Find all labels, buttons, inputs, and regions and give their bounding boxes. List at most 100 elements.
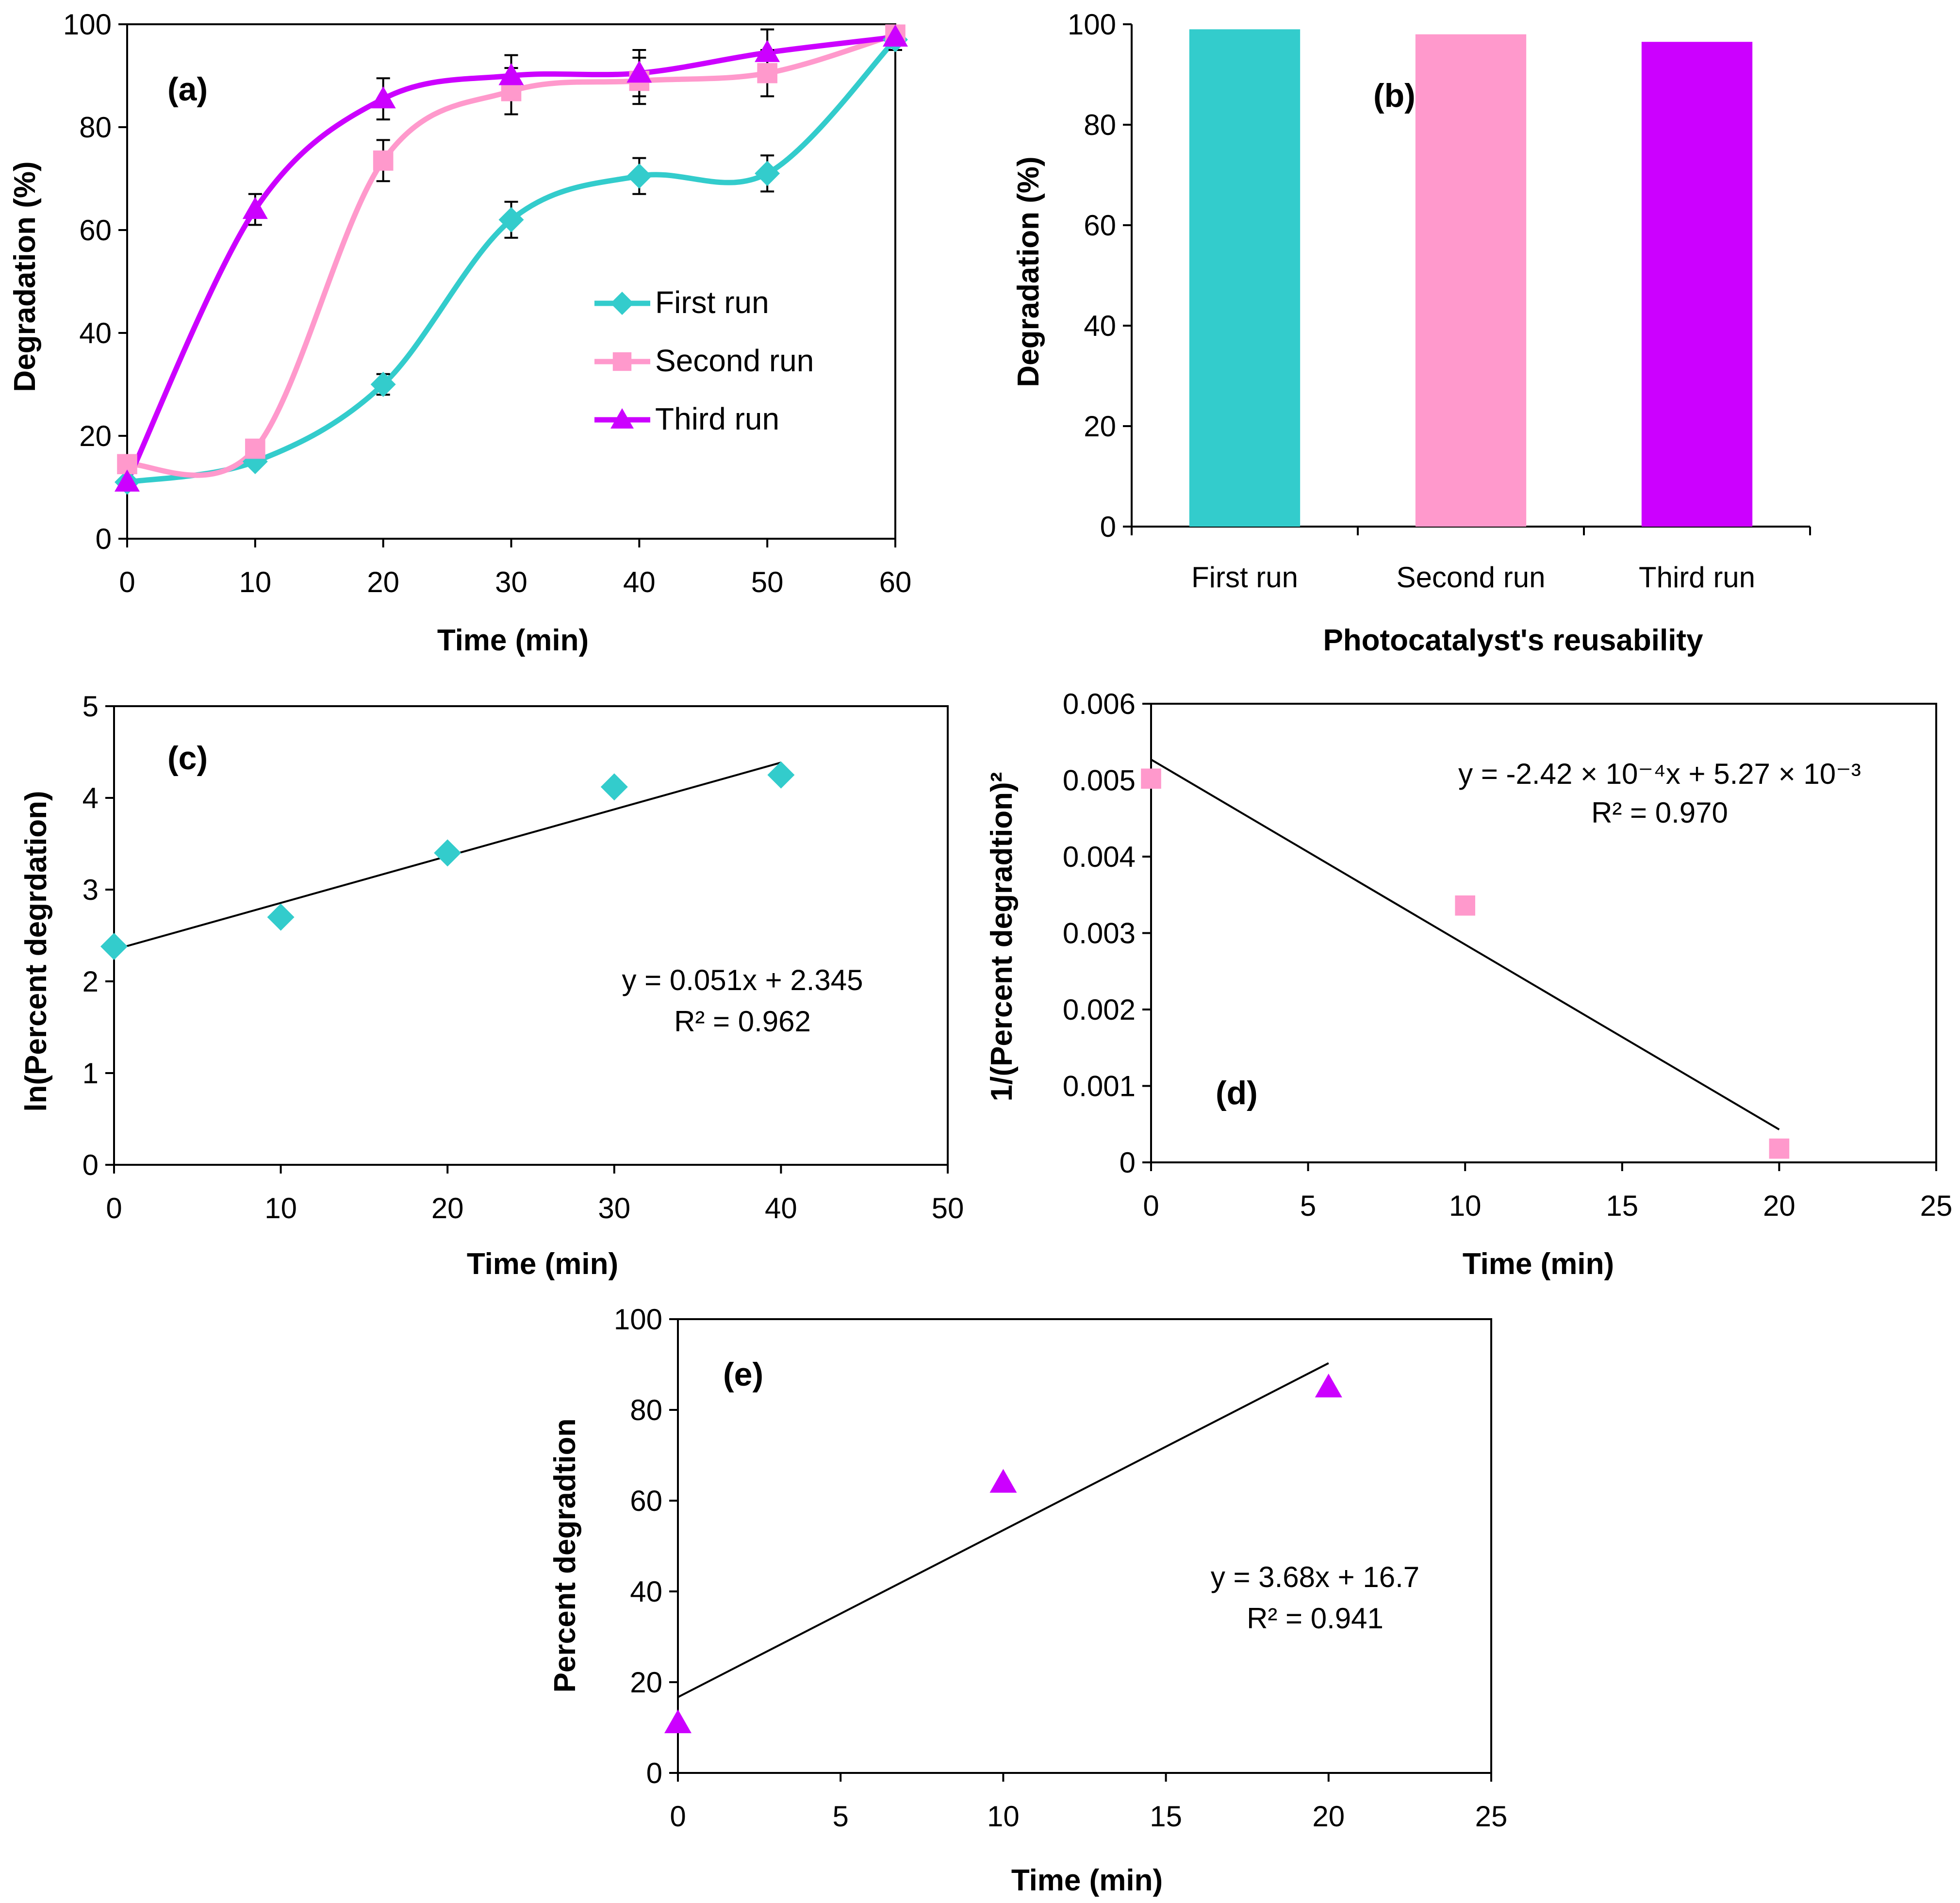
legend-second-run: Second run (655, 343, 814, 378)
panel-b-ytick-label: 60 (1084, 209, 1116, 242)
panel-d-fit-line (1150, 759, 1780, 1130)
panel-e-xtick-label: 20 (1312, 1800, 1345, 1833)
panel-e-xtick-label: 25 (1475, 1800, 1508, 1833)
panel-c-ytick-label: 4 (82, 782, 99, 814)
panel-c-xtick-label: 40 (765, 1192, 797, 1225)
panel-d: (d) Time (min) 1/(Percent degradtion)² y… (985, 688, 1952, 1281)
panel-e-equation: y = 3.68x + 16.7 (1211, 1561, 1419, 1593)
panel-c-point (267, 903, 295, 931)
panel-b-ytick-label: 100 (1068, 8, 1116, 41)
series-2-point (373, 150, 394, 171)
panel-d-label: (d) (1216, 1075, 1258, 1111)
panel-a-xtick-label: 60 (879, 566, 912, 598)
panel-a-xtick-label: 30 (495, 566, 527, 598)
panel-b-ytick-label: 40 (1084, 310, 1116, 342)
panel-a-xtick-label: 50 (751, 566, 784, 598)
panel-d-xtick-label: 20 (1763, 1190, 1795, 1222)
series-3-point (242, 197, 268, 219)
legend-3-marker (610, 408, 634, 429)
panel-d-xtick-label: 5 (1300, 1190, 1316, 1222)
panel-c-plot-frame (113, 705, 949, 1166)
panel-d-xtick-label: 25 (1920, 1190, 1953, 1222)
panel-d-ytick-label: 0.006 (1063, 688, 1136, 720)
series-2-point (245, 438, 265, 459)
panel-e-point (989, 1469, 1017, 1493)
bar-2 (1415, 34, 1527, 527)
panel-d-xtick-label: 10 (1449, 1190, 1482, 1222)
legend-first-run: First run (655, 285, 769, 320)
panel-c-point (600, 773, 628, 801)
panel-d-point (1455, 895, 1475, 916)
panel-c-ytick-label: 5 (82, 690, 99, 723)
panel-e-ytick-label: 0 (646, 1757, 662, 1789)
panel-b-category-label: First run (1191, 561, 1298, 594)
panel-d-ylabel: 1/(Percent degradtion)² (985, 772, 1019, 1102)
series-1-point (626, 163, 652, 189)
panel-c-xtick-label: 10 (264, 1192, 297, 1225)
panel-b-category-label: Third run (1639, 561, 1755, 594)
bar-3 (1641, 42, 1753, 527)
panel-b-ytick-label: 0 (1100, 511, 1116, 543)
bar-1 (1189, 29, 1301, 527)
series-3-point (115, 469, 140, 492)
series-3-point (755, 40, 780, 62)
panel-e-ytick-label: 60 (630, 1485, 662, 1517)
panel-e-xtick-label: 5 (833, 1800, 849, 1833)
panel-c-xtick-label: 30 (598, 1192, 630, 1225)
panel-e-fit-line (677, 1362, 1329, 1698)
panel-a-ytick-label: 40 (79, 317, 112, 349)
panel-e-xlabel: Time (min) (1011, 1864, 1163, 1897)
panel-e-xtick-label: 15 (1150, 1800, 1182, 1833)
panel-b: (b) Photocatalyst's reusability Degradat… (1012, 8, 1811, 657)
panel-a-ytick-label: 60 (79, 214, 112, 247)
panel-c-equation: y = 0.051x + 2.345 (622, 964, 863, 996)
series-1-point (370, 372, 396, 397)
panel-a-ytick-label: 80 (79, 111, 112, 144)
panel-d-ytick-label: 0.004 (1063, 841, 1136, 873)
panel-e-ytick-label: 40 (630, 1575, 662, 1608)
panel-d-ytick-label: 0.001 (1063, 1070, 1136, 1103)
panel-b-ytick-label: 80 (1084, 109, 1116, 141)
series-3-point (498, 63, 524, 85)
panel-d-r2: R² = 0.970 (1591, 796, 1728, 829)
panel-b-category-label: Second run (1397, 561, 1546, 594)
panel-a-xtick-label: 40 (623, 566, 656, 598)
panel-c-xtick-label: 50 (932, 1192, 964, 1225)
panel-d-point (1141, 768, 1161, 789)
panel-e-xtick-label: 0 (670, 1800, 686, 1833)
panel-d-xtick-label: 0 (1143, 1190, 1159, 1222)
panel-d-ytick-label: 0.005 (1063, 764, 1136, 797)
panel-c-ytick-label: 0 (82, 1149, 99, 1181)
series-1-point (498, 207, 524, 232)
panel-c-ytick-label: 1 (82, 1057, 99, 1090)
panel-b-label: (b) (1373, 77, 1416, 114)
panel-c-ytick-label: 3 (82, 874, 99, 906)
panel-c-point (767, 761, 795, 789)
panel-e-r2: R² = 0.941 (1247, 1602, 1384, 1635)
panel-e-ytick-label: 80 (630, 1394, 662, 1426)
panel-d-ytick-label: 0.003 (1063, 917, 1136, 950)
panel-c-xtick-label: 0 (106, 1192, 122, 1225)
series-2-point (757, 63, 777, 83)
series-3-point (626, 60, 652, 83)
panel-c: (c) Time (min) ln(Percent degrdation) y … (19, 690, 964, 1281)
panel-a-ytick-label: 0 (96, 523, 112, 555)
panel-b-xlabel: Photocatalyst's reusability (1323, 624, 1703, 657)
panel-d-xtick-label: 15 (1606, 1190, 1638, 1222)
panel-a-xtick-label: 20 (367, 566, 399, 598)
panel-a-ytick-label: 20 (79, 420, 112, 452)
panel-a-ylabel: Degradation (%) (8, 161, 42, 392)
panel-c-ytick-label: 2 (82, 965, 99, 998)
panel-d-ytick-label: 0 (1120, 1146, 1136, 1179)
panel-a-xlabel: Time (min) (437, 624, 589, 657)
panel-d-point (1769, 1138, 1790, 1159)
panel-a-xtick-label: 10 (239, 566, 271, 598)
panel-a-legend: First run Second run Third run (594, 285, 814, 436)
panel-c-ylabel: ln(Percent degrdation) (19, 791, 53, 1111)
panel-e-point (664, 1709, 692, 1734)
panel-d-xlabel: Time (min) (1463, 1247, 1614, 1281)
series-1-point (755, 161, 780, 186)
panel-e: (e) Time (min) Percent degradtion y = 3.… (548, 1303, 1507, 1897)
panel-a-label: (a) (167, 71, 208, 108)
